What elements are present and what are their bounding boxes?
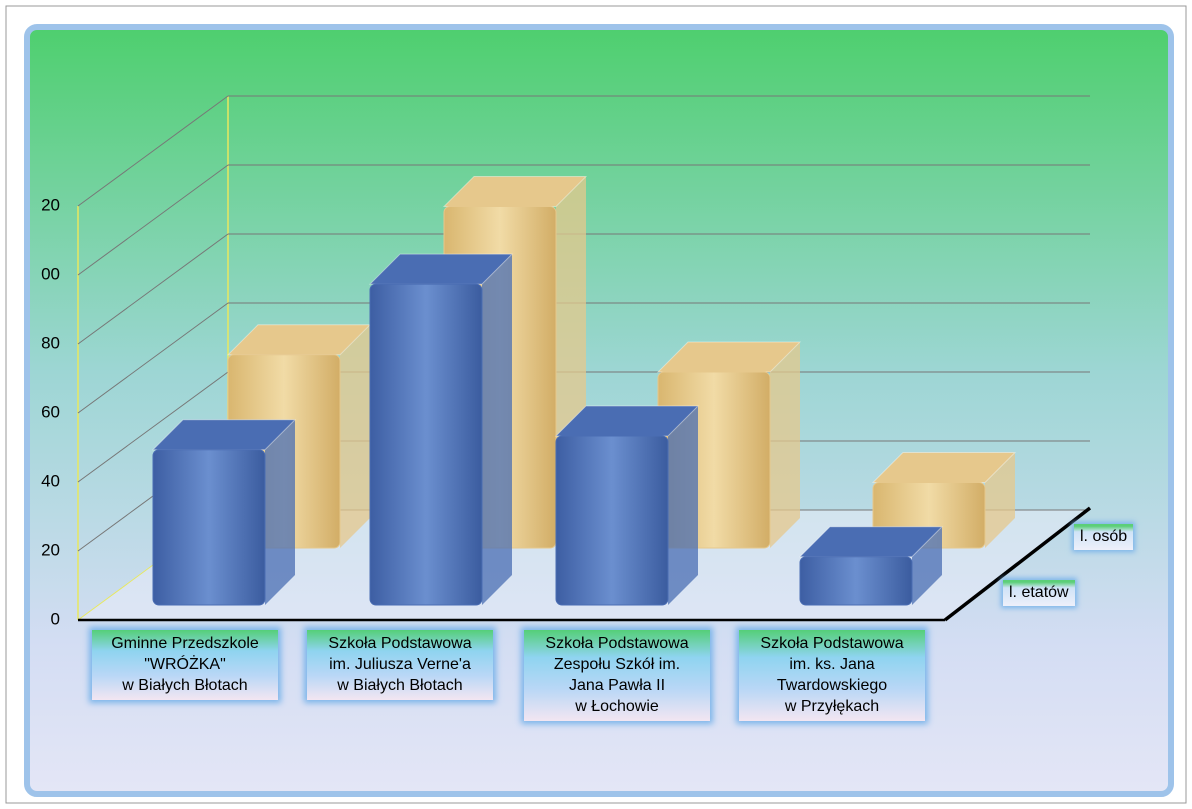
y-tick-label: 00 <box>41 264 60 283</box>
grid-line <box>77 302 229 414</box>
bar-side <box>340 324 370 548</box>
y-tick-label: 80 <box>41 333 60 352</box>
x-tick-label: Gminne Przedszkole "WRÓŻKA" w Białych Bł… <box>92 630 278 700</box>
grid-line <box>77 164 229 276</box>
y-tick-label: 40 <box>41 471 60 490</box>
bar-side <box>912 526 942 605</box>
y-tick-label: 60 <box>41 402 60 421</box>
x-tick-label: Szkoła Podstawowa Zespołu Szkół im. Jana… <box>524 630 710 721</box>
x-tick-label: Szkoła Podstawowa im. ks. Jana Twardowsk… <box>739 630 925 721</box>
legend-label: l. etatów <box>1003 580 1075 606</box>
bar <box>799 556 913 606</box>
y-tick-label: 20 <box>41 195 60 214</box>
legend-label: l. osób <box>1074 524 1134 550</box>
bar-side <box>482 254 512 605</box>
x-tick-label: Szkoła Podstawowa im. Juliusza Verne'a w… <box>307 630 493 700</box>
grid-line <box>77 233 229 345</box>
bar <box>369 283 483 606</box>
bar <box>152 449 266 606</box>
y-tick-label: 20 <box>41 540 60 559</box>
bar-side <box>265 419 295 605</box>
y-tick-label: 0 <box>51 609 60 628</box>
bar-side <box>668 405 698 605</box>
depth-axis <box>943 506 1092 622</box>
grid-line <box>77 371 229 483</box>
bar-side <box>985 452 1015 548</box>
bar <box>555 435 669 606</box>
grid-line <box>77 95 229 207</box>
bar-side <box>770 342 800 548</box>
